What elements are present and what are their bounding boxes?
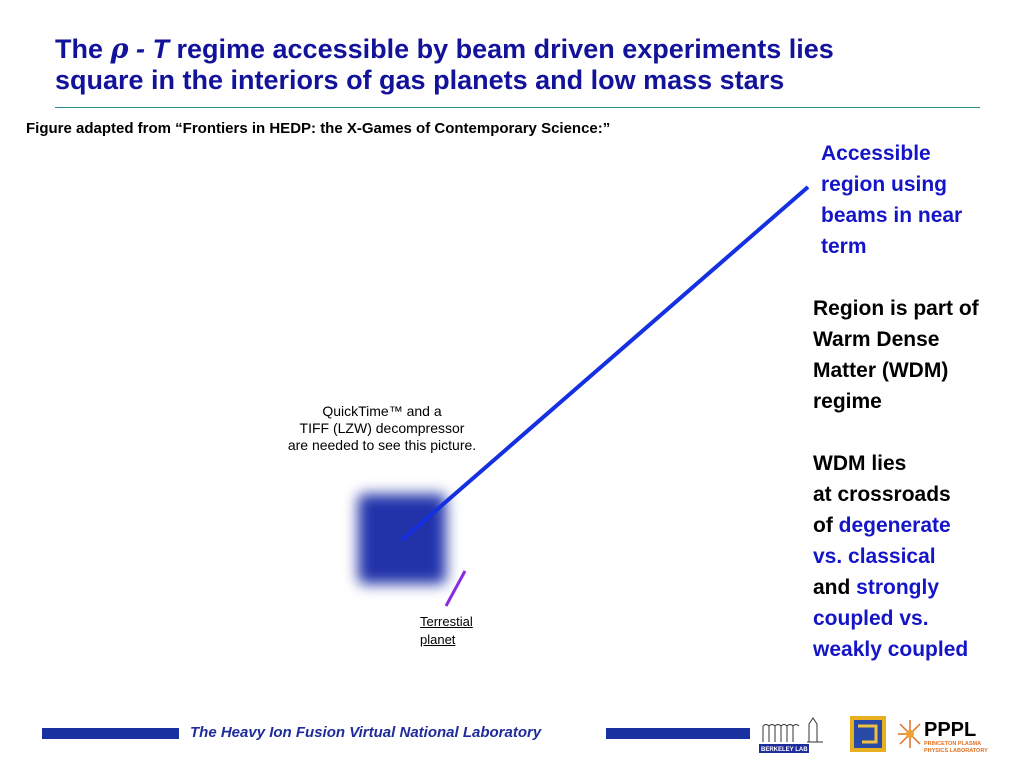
accessible-region-pointer-line — [400, 185, 810, 542]
svg-text:BERKELEY LAB: BERKELEY LAB — [761, 747, 808, 753]
svg-text:PPPL: PPPL — [924, 719, 976, 741]
terrestial-planet-label: Terrestial planet — [420, 614, 473, 647]
footer-bar-right — [606, 728, 750, 739]
title-line-1: The ρ - T regime accessible by beam driv… — [55, 34, 834, 65]
figure-caption: Figure adapted from “Frontiers in HEDP: … — [26, 120, 611, 137]
title-line-2: square in the interiors of gas planets a… — [55, 65, 785, 95]
footer-bar-left — [42, 728, 179, 739]
quicktime-placeholder: QuickTime™ and a TIFF (LZW) decompressor… — [287, 403, 477, 453]
strongly-highlight: strongly — [856, 576, 940, 599]
footer-text: The Heavy Ion Fusion Virtual National La… — [190, 724, 542, 741]
accessible-region-label: Accessible region using beams in near te… — [821, 142, 963, 258]
rho-symbol: ρ — [110, 34, 129, 65]
svg-text:PRINCETON PLASMA: PRINCETON PLASMA — [924, 741, 981, 747]
degenerate-highlight: degenerate — [838, 514, 951, 537]
berkeley-lab-logo: BERKELEY LAB — [759, 717, 823, 753]
slide-title: The ρ - T regime accessible by beam driv… — [55, 34, 1015, 96]
title-divider — [55, 107, 980, 108]
pppl-logo: PPPL PRINCETON PLASMA PHYSICS LABORATORY — [898, 719, 988, 754]
terrestial-planet-pointer-line — [444, 570, 467, 607]
wdm-description: Region is part of Warm Dense Matter (WDM… — [813, 297, 979, 661]
svg-text:PHYSICS LABORATORY: PHYSICS LABORATORY — [924, 748, 988, 754]
lab-square-logo — [850, 716, 886, 752]
